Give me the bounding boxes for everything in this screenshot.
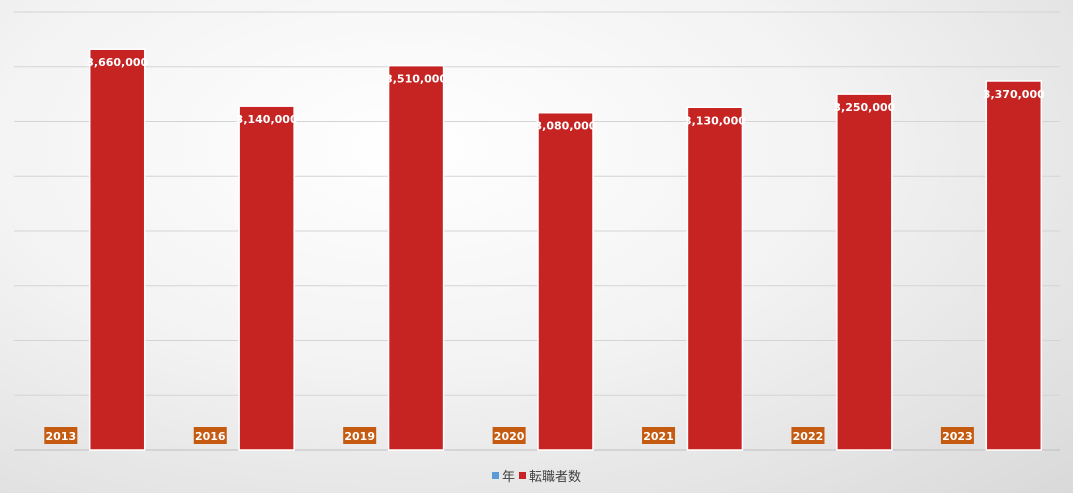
year-label-text: 2021 — [643, 430, 674, 443]
legend-swatch-job-changers — [519, 472, 526, 479]
bar-job-changers — [387, 64, 445, 451]
legend: 年 転職者数 — [0, 466, 1073, 485]
legend-item-job-changers: 転職者数 — [519, 466, 581, 485]
data-label-value: 3,660,000 — [86, 56, 148, 69]
data-label-value: 3,370,000 — [983, 88, 1045, 101]
year-label-text: 2016 — [195, 430, 226, 443]
year-label-text: 2013 — [46, 430, 77, 443]
bar-job-changers — [238, 105, 295, 451]
data-label-value: 3,510,000 — [385, 73, 447, 86]
bar-job-changers — [836, 93, 893, 451]
bars — [88, 48, 1043, 451]
year-label-text: 2020 — [494, 430, 525, 443]
gridlines — [14, 11, 1060, 451]
year-label-text: 2023 — [942, 430, 973, 443]
bar-job-changers — [985, 80, 1043, 451]
legend-swatch-year — [491, 472, 499, 479]
year-label-box — [193, 427, 227, 444]
bar-job-changers — [88, 48, 146, 451]
year-label-text: 2022 — [793, 430, 824, 443]
year-label-box — [642, 427, 676, 444]
legend-item-year: 年 — [491, 466, 515, 485]
year-label-box — [492, 427, 526, 444]
year-label-box — [343, 427, 377, 444]
data-label-value: 3,250,000 — [833, 101, 895, 114]
bar-job-changers — [686, 106, 744, 451]
year-label-box — [44, 427, 78, 444]
legend-label-job-changers: 転職者数 — [529, 470, 582, 485]
year-label-text: 2019 — [344, 430, 375, 443]
year-label-box — [791, 427, 825, 444]
year-label-box — [940, 427, 974, 444]
bar-job-changers — [537, 111, 594, 451]
data-label-value: 3,130,000 — [684, 114, 746, 127]
labels: 3,660,000 2013 3,140,000 2016 3,510,000 2019 3… — [44, 56, 1045, 444]
data-label-value: 3,080,000 — [535, 120, 597, 133]
data-label-value: 3,140,000 — [236, 113, 298, 126]
legend-label-year: 年 — [501, 470, 515, 485]
